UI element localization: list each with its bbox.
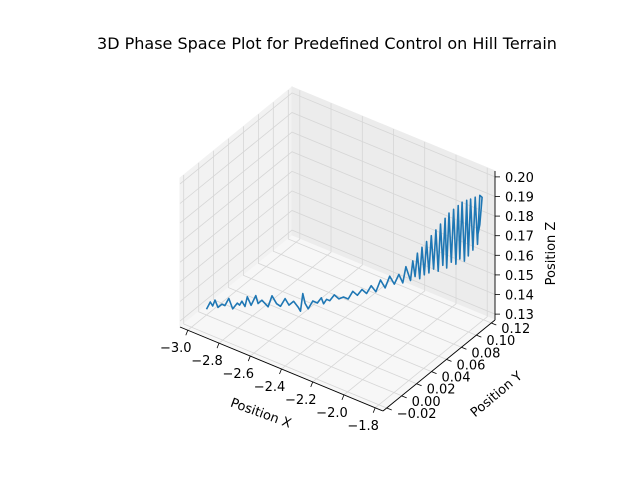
z-grid-line: [179, 229, 496, 322]
x-tick-label: −2.6: [222, 367, 254, 382]
z-grid-line: [179, 210, 496, 302]
y-tick: [431, 371, 437, 374]
y-tick: [386, 407, 392, 411]
y-tick-label: 0.04: [442, 371, 471, 386]
z-grid-line: [179, 170, 496, 263]
y-tick: [461, 346, 467, 350]
z-tick-label: 0.20: [505, 171, 534, 186]
z-grid-line: [179, 131, 496, 224]
x-tick-label: −2.4: [254, 380, 286, 395]
x-tick: [341, 394, 345, 400]
z-axis-label: Position Z: [544, 222, 559, 286]
x-tick: [279, 368, 282, 375]
z-tick-label: 0.18: [505, 210, 534, 225]
y-axis-label: Position Y: [468, 369, 526, 421]
series-line-0: [205, 194, 483, 313]
chart-title: 3D Phase Space Plot for Predefined Contr…: [97, 34, 557, 53]
z-grid-line: [179, 112, 496, 204]
y-tick-label: 0.10: [486, 334, 515, 349]
y-tick-label: 0.08: [471, 346, 500, 361]
x-grid-line: [312, 141, 426, 383]
y-grid-line: [272, 102, 477, 336]
x-grid-line: [250, 116, 363, 357]
y-tick-label: −0.02: [397, 407, 437, 422]
y-tick-label: 0.12: [501, 322, 530, 337]
y-grid-line: [228, 138, 432, 372]
tick-labels: −3.0−2.8−2.6−2.4−2.2−2.0−1.8−0.020.000.0…: [160, 171, 534, 434]
x-tick-label: −1.8: [347, 419, 379, 434]
z-grid-line: [179, 92, 496, 185]
x-grid-line: [218, 103, 332, 344]
z-tick-label: 0.16: [505, 249, 534, 264]
y-tick-label: 0.02: [427, 383, 456, 398]
x-tick-label: −3.0: [160, 341, 192, 356]
x-tick: [310, 381, 314, 388]
grid-lines: [179, 90, 496, 409]
y-tick: [476, 334, 482, 338]
z-tick-label: 0.15: [505, 269, 534, 284]
x-grid-line: [281, 129, 394, 370]
z-tick-label: 0.14: [505, 289, 534, 304]
z-tick-label: 0.19: [505, 190, 534, 205]
y-grid-line: [287, 90, 492, 324]
x-grid-line: [374, 167, 488, 409]
tick-marks: [185, 176, 500, 413]
x-tick: [185, 330, 189, 336]
x-tick: [247, 355, 251, 362]
y-grid-line: [213, 150, 417, 385]
z-grid-line: [179, 151, 496, 244]
y-tick: [401, 395, 407, 399]
series-layer: [205, 194, 483, 313]
y-tick: [416, 383, 422, 387]
y-grid-line: [257, 114, 462, 348]
y-grid-line: [198, 162, 402, 397]
x-grid-line: [343, 154, 457, 396]
x-tick-label: −2.2: [285, 393, 317, 408]
y-grid-line: [183, 175, 387, 409]
x-tick: [216, 343, 220, 349]
y-tick: [446, 359, 452, 362]
x-grid-line: [187, 90, 301, 331]
y-tick-label: 0.06: [456, 358, 485, 373]
x-tick-label: −2.8: [191, 354, 223, 369]
z-tick-label: 0.13: [505, 308, 534, 323]
y-grid-line: [243, 126, 447, 360]
y-tick: [491, 322, 497, 326]
x-tick-label: −2.0: [316, 406, 348, 421]
z-tick-label: 0.17: [505, 230, 534, 245]
x-axis-label: Position X: [228, 396, 293, 432]
x-tick: [372, 407, 376, 413]
y-tick-label: 0.00: [412, 395, 441, 410]
